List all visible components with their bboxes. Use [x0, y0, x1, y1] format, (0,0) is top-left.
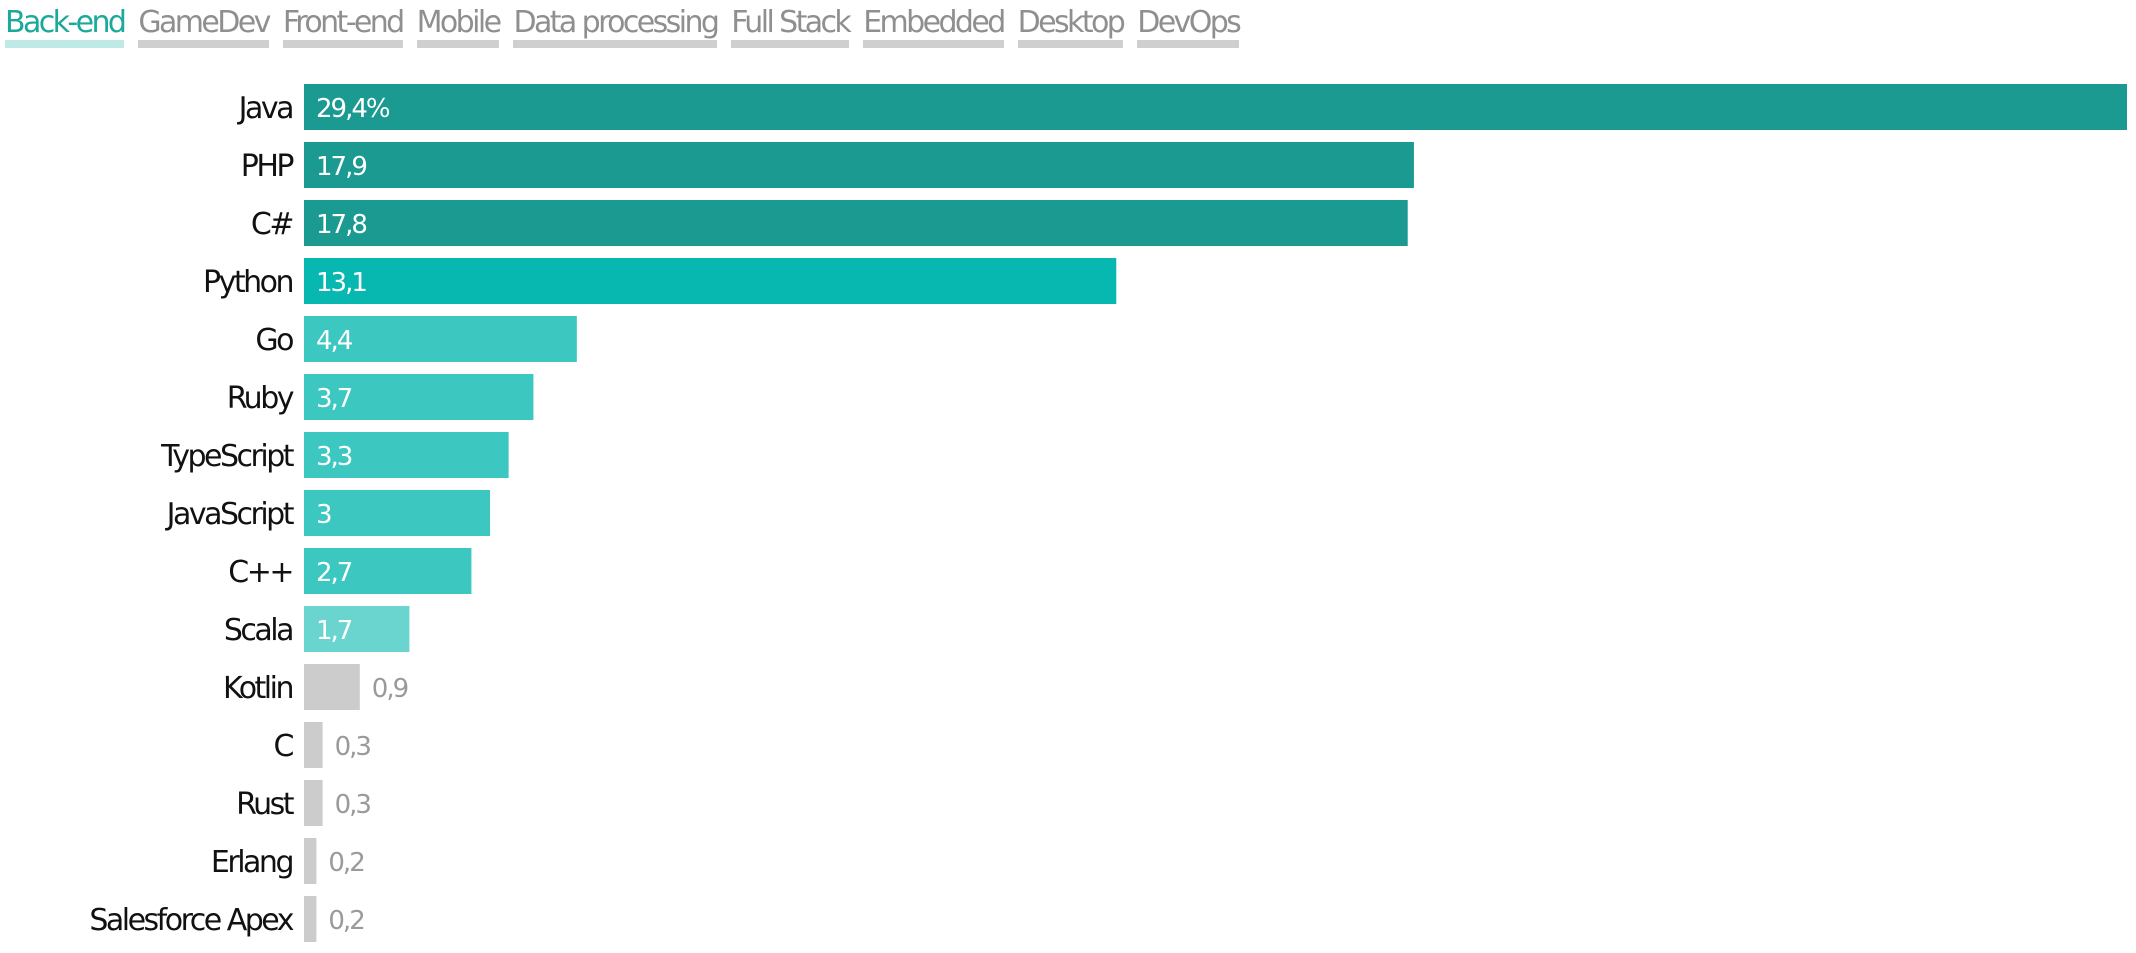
bar-c	[304, 722, 323, 768]
bar-java	[304, 84, 2127, 130]
value-label: 13,1	[316, 268, 366, 298]
bar-javascript	[304, 490, 491, 536]
category-label: Java	[237, 91, 292, 126]
bar-ruby	[304, 374, 534, 420]
value-label: 17,8	[316, 210, 366, 240]
tab-full-stack[interactable]: Full Stack	[731, 0, 852, 48]
value-label: 4,4	[316, 326, 353, 356]
bar-erlang	[304, 838, 317, 884]
category-label: C++	[228, 555, 292, 590]
value-label: 29,4%	[316, 94, 390, 124]
value-label: 2,7	[316, 558, 352, 588]
bar-kotlin	[304, 664, 360, 710]
value-label: 0,9	[372, 674, 408, 704]
bar-scala	[304, 606, 410, 652]
tab-front-end[interactable]: Front-end	[282, 0, 405, 48]
bar-salesforce-apex	[304, 896, 317, 942]
tab-mobile[interactable]: Mobile	[416, 0, 502, 48]
value-label: 1,7	[316, 616, 352, 646]
category-label: JavaScript	[165, 497, 295, 532]
value-label: 0,3	[335, 790, 371, 820]
category-label: TypeScript	[160, 439, 295, 474]
bar-python	[304, 258, 1117, 304]
value-label: 0,2	[328, 848, 363, 878]
bar-c-	[304, 548, 472, 594]
bar-php	[304, 142, 1414, 188]
tab-gamedev[interactable]: GameDev	[138, 0, 271, 48]
category-label: Salesforce Apex	[89, 903, 293, 938]
category-label: C#	[251, 207, 292, 242]
category-label: Ruby	[227, 381, 294, 416]
category-label: Scala	[224, 613, 292, 648]
value-label: 17,9	[316, 152, 366, 182]
tab-embedded[interactable]: Embedded	[863, 0, 1006, 48]
bar-rust	[304, 780, 323, 826]
category-label: Kotlin	[223, 671, 292, 706]
category-label: Python	[203, 265, 292, 300]
bar-typescript	[304, 432, 509, 478]
value-label: 0,2	[328, 906, 363, 936]
value-label: 0,3	[335, 732, 371, 762]
category-label: PHP	[241, 149, 295, 184]
category-label: C	[274, 729, 294, 764]
category-label: Erlang	[211, 845, 293, 880]
category-tabs: Back-end GameDev Front-end Mobile Data proce…	[5, 0, 1253, 52]
tab-data-processing[interactable]: Data processing	[513, 0, 720, 48]
tab-desktop[interactable]: Desktop	[1017, 0, 1126, 48]
tab-back-end[interactable]: Back-end	[5, 0, 127, 48]
bar-go	[304, 316, 577, 362]
value-label: 3,3	[316, 442, 352, 472]
value-label: 3	[316, 500, 331, 530]
bar-c-	[304, 200, 1408, 246]
category-label: Go	[255, 323, 293, 358]
value-label: 3,7	[316, 384, 352, 414]
category-label: Rust	[236, 787, 295, 822]
tab-devops[interactable]: DevOps	[1137, 0, 1242, 48]
